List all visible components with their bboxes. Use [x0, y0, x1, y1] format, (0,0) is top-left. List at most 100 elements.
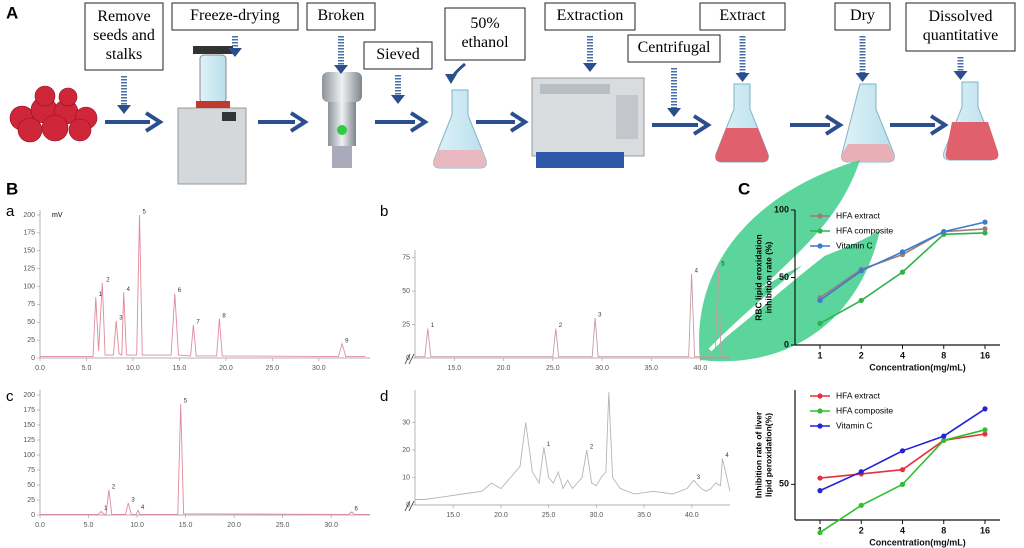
- x-tick-label: 20.0: [497, 365, 511, 372]
- x-tick-label: 35.0: [637, 512, 651, 519]
- chromatogram-trace: [415, 266, 730, 358]
- grinder: [322, 72, 362, 168]
- x-tick-label: 30.0: [595, 365, 609, 372]
- step-box: [544, 2, 636, 31]
- x-tick-label: 1: [817, 350, 822, 360]
- flow-arrow-head: [144, 111, 164, 133]
- y-tick-label: 100: [774, 204, 789, 214]
- x-tick-label: 4: [900, 525, 905, 535]
- flow-arrow-head: [824, 114, 844, 136]
- freeze-dryer: [177, 46, 247, 185]
- x-tick-label: 20.0: [219, 365, 233, 372]
- flask-4: [943, 81, 999, 161]
- step-box: [84, 2, 164, 71]
- legend-label: HFA composite: [836, 225, 893, 235]
- peak-label: 4: [725, 453, 729, 459]
- peak-label: 9: [345, 338, 349, 344]
- x-tick-label: 15.0: [446, 512, 460, 519]
- legend-marker: [817, 408, 823, 414]
- y-tick-label: 0: [784, 339, 789, 349]
- flask-3: [841, 83, 895, 163]
- y-tick-label: 50: [779, 272, 789, 282]
- step-box: [834, 2, 891, 31]
- y-tick-label: 100: [23, 452, 35, 459]
- x-tick-label: 30.0: [590, 512, 604, 519]
- peak-label: 5: [721, 262, 725, 268]
- step-label: Dissolved: [929, 8, 993, 25]
- y-axis-title: RBC lipid eroxidation: [753, 234, 763, 320]
- step-label: Extract: [719, 7, 766, 24]
- peak-label: 4: [695, 268, 699, 274]
- peak-label: 5: [142, 210, 146, 216]
- peak-label: 1: [431, 323, 435, 329]
- chart: 50124816Concentration(mg/mL)Inhibition r…: [753, 390, 1000, 547]
- flask-1: [433, 89, 487, 169]
- y-tick-label: 200: [23, 392, 35, 399]
- step-label: Extraction: [557, 7, 624, 24]
- step-arrow-head: [953, 71, 968, 80]
- step-box: [171, 2, 299, 31]
- y-tick-label: 150: [23, 422, 35, 429]
- point: [982, 431, 988, 437]
- illustrations: [9, 46, 999, 185]
- workflow: Remove seeds and stalks Freeze-drying Broken…: [84, 2, 1016, 117]
- chart-label: b: [380, 203, 388, 220]
- y-tick-label: 30: [402, 419, 410, 426]
- point: [941, 437, 947, 443]
- y-tick-label: 25: [27, 337, 35, 344]
- chromatogram-trace: [415, 392, 731, 500]
- x-tick-label: 8: [941, 525, 946, 535]
- point: [899, 467, 906, 473]
- peak-label: 8: [222, 313, 226, 319]
- x-tick-label: 20.0: [494, 512, 508, 519]
- x-tick-label: 5.0: [84, 522, 94, 529]
- step-label: 50%: [470, 15, 499, 32]
- point: [982, 230, 988, 236]
- step-label: Centrifugal: [638, 39, 711, 56]
- chart-label: c: [6, 388, 14, 405]
- panel-label: C: [738, 179, 750, 198]
- peak-label: 4: [127, 287, 131, 293]
- point: [899, 481, 906, 487]
- legend-label: Vitamin C: [836, 240, 873, 250]
- x-axis-title: Concentration(mg/mL): [869, 537, 966, 547]
- legend-label: Vitamin C: [836, 420, 873, 430]
- step-box: [306, 2, 376, 31]
- y-tick-label: 175: [23, 407, 35, 414]
- step-label: Broken: [317, 7, 364, 24]
- point: [817, 475, 823, 481]
- point: [982, 226, 988, 232]
- y-tick-label: 10: [402, 474, 410, 481]
- peak-label: 4: [141, 505, 145, 511]
- x-tick-label: 16: [980, 525, 990, 535]
- point: [817, 297, 823, 304]
- flow-arrow-head: [509, 111, 529, 133]
- legend-marker: [817, 228, 823, 234]
- flow-arrow-head: [409, 111, 429, 133]
- y-tick-label: 150: [23, 248, 35, 255]
- chart-label: d: [380, 388, 388, 405]
- flask-2: [715, 83, 769, 163]
- x-tick-label: 40.0: [694, 365, 708, 372]
- step-label: Freeze-drying: [190, 7, 280, 24]
- panel-label: B: [6, 179, 18, 198]
- x-tick-label: 4: [900, 350, 905, 360]
- step-arrow-head: [228, 48, 242, 57]
- step-label: Sieved: [376, 46, 420, 63]
- peak-label: 3: [598, 312, 602, 318]
- point: [817, 488, 823, 494]
- x-tick-label: 25.0: [266, 365, 280, 372]
- peak-label: 3: [131, 498, 135, 504]
- step-arrow-head: [445, 74, 457, 84]
- legend-label: HFA extract: [836, 390, 881, 400]
- point: [817, 320, 823, 326]
- chart: 0 50 100 1 2 4 8 16 Concentration(mg/mL) RBC lipi…: [753, 204, 1000, 372]
- y-tick-label: 75: [27, 301, 35, 308]
- y-tick-label: 50: [779, 479, 789, 489]
- step-arrow-head: [583, 63, 597, 72]
- y-unit: mV: [52, 212, 63, 219]
- step-box: [905, 2, 1016, 52]
